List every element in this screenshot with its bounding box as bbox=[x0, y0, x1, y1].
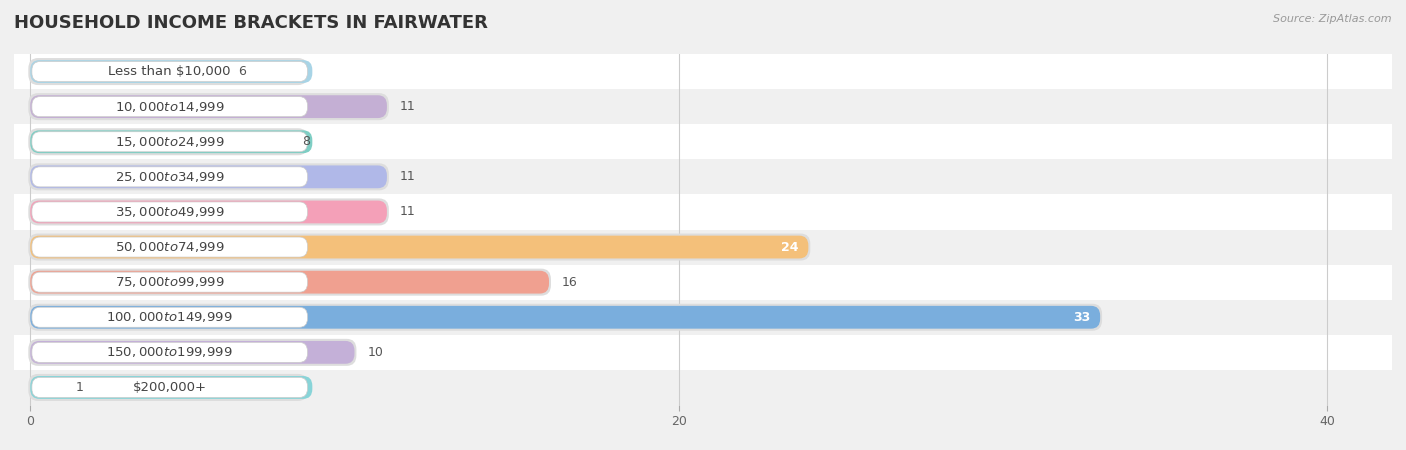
Bar bbox=[14, 124, 1392, 159]
FancyBboxPatch shape bbox=[31, 376, 312, 399]
Text: HOUSEHOLD INCOME BRACKETS IN FAIRWATER: HOUSEHOLD INCOME BRACKETS IN FAIRWATER bbox=[14, 14, 488, 32]
FancyBboxPatch shape bbox=[28, 163, 389, 190]
FancyBboxPatch shape bbox=[28, 339, 357, 366]
FancyBboxPatch shape bbox=[31, 306, 1099, 328]
FancyBboxPatch shape bbox=[31, 201, 387, 223]
Text: 8: 8 bbox=[302, 135, 311, 148]
Bar bbox=[14, 159, 1392, 194]
FancyBboxPatch shape bbox=[28, 269, 551, 296]
FancyBboxPatch shape bbox=[31, 271, 548, 293]
FancyBboxPatch shape bbox=[31, 166, 387, 188]
Text: $75,000 to $99,999: $75,000 to $99,999 bbox=[115, 275, 225, 289]
FancyBboxPatch shape bbox=[32, 132, 308, 152]
Text: 33: 33 bbox=[1073, 311, 1091, 324]
Text: $200,000+: $200,000+ bbox=[132, 381, 207, 394]
Text: 11: 11 bbox=[399, 171, 416, 183]
FancyBboxPatch shape bbox=[32, 272, 308, 292]
FancyBboxPatch shape bbox=[31, 236, 808, 258]
Text: 24: 24 bbox=[782, 241, 799, 253]
FancyBboxPatch shape bbox=[32, 342, 308, 362]
FancyBboxPatch shape bbox=[31, 341, 354, 364]
FancyBboxPatch shape bbox=[28, 374, 308, 401]
Bar bbox=[14, 265, 1392, 300]
Bar bbox=[14, 54, 1392, 89]
FancyBboxPatch shape bbox=[32, 62, 308, 81]
Text: $10,000 to $14,999: $10,000 to $14,999 bbox=[115, 99, 225, 114]
Text: $15,000 to $24,999: $15,000 to $24,999 bbox=[115, 135, 225, 149]
Text: 11: 11 bbox=[399, 206, 416, 218]
Text: Source: ZipAtlas.com: Source: ZipAtlas.com bbox=[1274, 14, 1392, 23]
Text: $150,000 to $199,999: $150,000 to $199,999 bbox=[107, 345, 233, 360]
Text: $35,000 to $49,999: $35,000 to $49,999 bbox=[115, 205, 225, 219]
Text: 16: 16 bbox=[562, 276, 578, 288]
Text: 11: 11 bbox=[399, 100, 416, 113]
FancyBboxPatch shape bbox=[32, 307, 308, 327]
FancyBboxPatch shape bbox=[31, 130, 312, 153]
FancyBboxPatch shape bbox=[32, 202, 308, 222]
Text: Less than $10,000: Less than $10,000 bbox=[108, 65, 231, 78]
Text: 10: 10 bbox=[367, 346, 384, 359]
FancyBboxPatch shape bbox=[28, 58, 308, 85]
FancyBboxPatch shape bbox=[28, 198, 389, 225]
Text: $25,000 to $34,999: $25,000 to $34,999 bbox=[115, 170, 225, 184]
Bar bbox=[14, 194, 1392, 230]
Text: $50,000 to $74,999: $50,000 to $74,999 bbox=[115, 240, 225, 254]
FancyBboxPatch shape bbox=[31, 95, 387, 118]
FancyBboxPatch shape bbox=[32, 97, 308, 117]
FancyBboxPatch shape bbox=[32, 167, 308, 187]
FancyBboxPatch shape bbox=[31, 60, 312, 83]
Bar bbox=[14, 300, 1392, 335]
Bar bbox=[14, 89, 1392, 124]
Text: 6: 6 bbox=[238, 65, 246, 78]
FancyBboxPatch shape bbox=[32, 237, 308, 257]
FancyBboxPatch shape bbox=[32, 378, 308, 397]
Bar bbox=[14, 230, 1392, 265]
FancyBboxPatch shape bbox=[28, 93, 389, 120]
FancyBboxPatch shape bbox=[28, 234, 810, 261]
FancyBboxPatch shape bbox=[28, 128, 308, 155]
Text: 1: 1 bbox=[76, 381, 83, 394]
Bar bbox=[14, 335, 1392, 370]
FancyBboxPatch shape bbox=[28, 304, 1102, 331]
Text: $100,000 to $149,999: $100,000 to $149,999 bbox=[107, 310, 233, 324]
Bar bbox=[14, 370, 1392, 405]
